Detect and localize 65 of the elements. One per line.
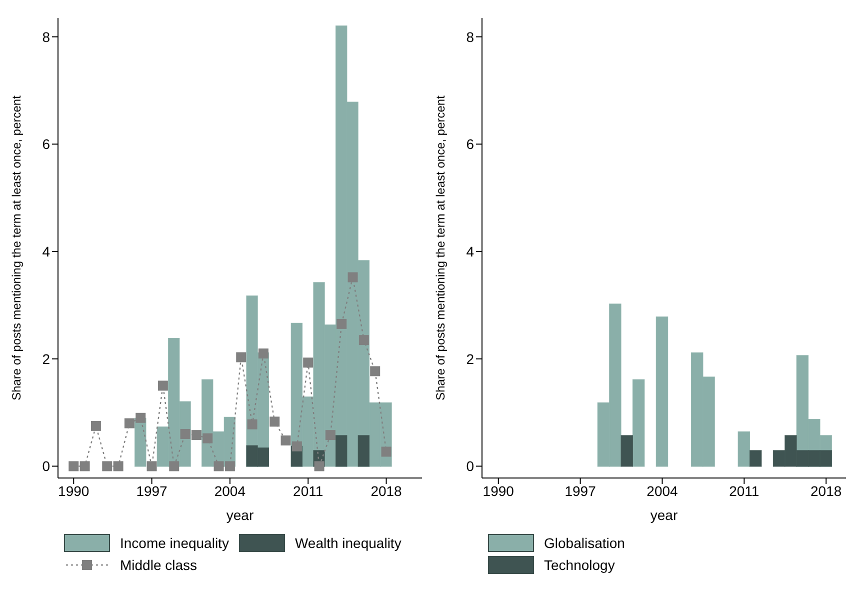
legend-label: Globalisation (544, 535, 625, 551)
point (247, 419, 258, 430)
y-tick-label: 0 (42, 458, 50, 474)
x-tick-label: 2011 (293, 482, 324, 499)
point (358, 335, 369, 346)
point (258, 348, 268, 358)
point (336, 318, 347, 329)
point (348, 272, 358, 282)
y-tick-label: 4 (466, 243, 474, 260)
point (158, 380, 168, 391)
point (303, 358, 314, 368)
y-tick-label: 6 (466, 136, 474, 152)
x-tick-label: 1990 (58, 482, 90, 499)
point (180, 428, 190, 439)
point (381, 446, 392, 457)
x-axis-title: year (226, 507, 254, 523)
x-tick-label: 1990 (482, 482, 514, 499)
x-tick-label: 1997 (564, 482, 596, 499)
point (191, 430, 202, 440)
point (169, 461, 180, 472)
x-tick-label: 1997 (136, 482, 168, 499)
y-axis-title: Share of posts mentioning the term at least once, percent (9, 94, 24, 400)
bar (750, 450, 762, 467)
legend-label: Income inequality (120, 535, 229, 551)
point (68, 461, 79, 472)
point (292, 441, 302, 452)
point (102, 461, 112, 472)
bar (336, 435, 348, 467)
y-tick-label: 8 (466, 28, 474, 45)
x-axis-title: year (650, 507, 678, 523)
x-tick-label: 2004 (214, 482, 246, 499)
bar (738, 431, 750, 467)
point (314, 461, 324, 472)
point (236, 352, 246, 362)
y-tick-label: 4 (42, 243, 50, 260)
point (214, 461, 224, 472)
x-tick-label: 2018 (810, 482, 842, 499)
bar (632, 379, 645, 467)
point (202, 433, 213, 444)
y-tick-label: 8 (42, 28, 50, 45)
point (325, 430, 336, 440)
point (224, 461, 235, 472)
y-tick-label: 2 (466, 350, 474, 367)
x-tick-label: 2011 (729, 482, 760, 499)
bar (656, 316, 668, 467)
point (370, 366, 380, 376)
point (80, 461, 90, 472)
bar (620, 435, 633, 467)
y-tick-label: 6 (42, 136, 50, 152)
x-tick-label: 2004 (646, 482, 678, 499)
bar (358, 435, 370, 467)
point (90, 420, 101, 431)
point (136, 412, 146, 423)
legend-label: Middle class (120, 557, 198, 573)
y-tick-label: 2 (42, 350, 50, 367)
point (270, 416, 280, 427)
point (124, 418, 134, 428)
legend-label: Technology (544, 557, 615, 573)
legend-label: Wealth inequality (294, 535, 402, 551)
y-tick-label: 0 (466, 458, 474, 474)
x-tick-label: 2018 (370, 482, 402, 499)
point (280, 435, 291, 446)
point (113, 461, 124, 472)
y-axis-title: Share of posts mentioning the term at least once, percent (433, 94, 448, 400)
point (146, 461, 157, 472)
